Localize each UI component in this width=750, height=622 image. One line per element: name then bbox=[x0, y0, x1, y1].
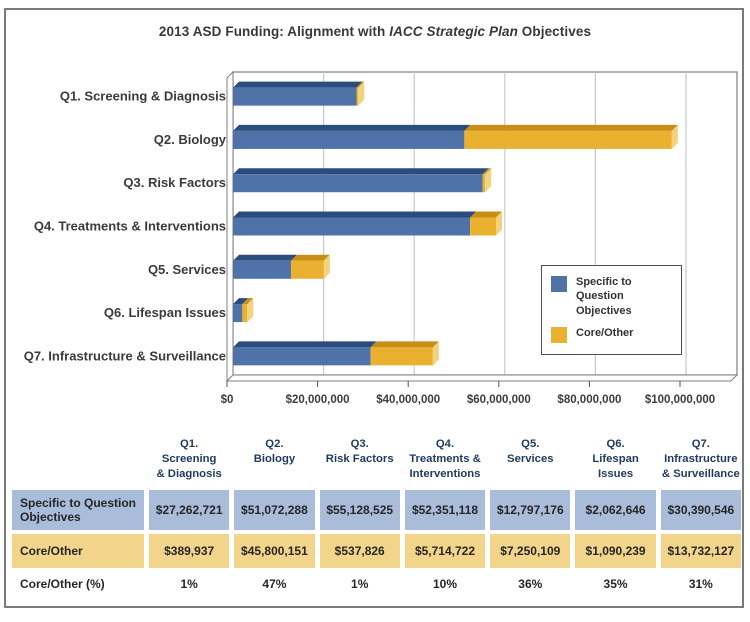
bar-segment-specific bbox=[233, 87, 357, 106]
table-cell: 31% bbox=[688, 577, 713, 591]
bar-segment-core bbox=[356, 87, 359, 106]
table-col-header: Q5. Services bbox=[507, 438, 554, 465]
table-row: Core/Other $389,937 $45,800,151 $537,826 $5,… bbox=[12, 534, 741, 568]
title-italic-text: IACC Strategic Plan bbox=[389, 24, 518, 39]
bar-top-core bbox=[470, 211, 503, 218]
category-label: Q3. Risk Factors bbox=[123, 175, 226, 190]
table-row: Specific to Question Objectives $27,262,7… bbox=[12, 490, 741, 530]
table-cell: 47% bbox=[262, 577, 287, 591]
x-tick-label: $80,000,000 bbox=[557, 394, 621, 406]
table-col-header: Q3. Risk Factors bbox=[325, 438, 394, 465]
table-cell: $55,128,525 bbox=[319, 490, 400, 530]
category-label: Q2. Biology bbox=[154, 132, 227, 147]
table-cell: $45,800,151 bbox=[234, 534, 315, 568]
bar-segment-core bbox=[464, 130, 672, 149]
bar-top-specific bbox=[233, 298, 249, 305]
table-cell: $30,390,546 bbox=[660, 490, 741, 530]
category-label: Q7. Infrastructure & Surveillance bbox=[24, 348, 226, 363]
x-tick-label: $60,000,000 bbox=[467, 394, 531, 406]
stacked-bar-chart: $0 $20,000,000 $40,000,000 $60,000,000 $80,0… bbox=[24, 70, 739, 406]
table-cell: 35% bbox=[603, 577, 628, 591]
table-cell: 1% bbox=[351, 577, 369, 591]
table-row-label: Specific to Question Objectives bbox=[12, 490, 144, 530]
table-cell: 10% bbox=[432, 577, 457, 591]
x-tick-label: $100,000,000 bbox=[645, 394, 715, 406]
legend-item: Specific to Question Objectives bbox=[551, 275, 672, 318]
table-cell: 1% bbox=[180, 577, 198, 591]
bar-top-core bbox=[370, 341, 439, 348]
bar-segment-core bbox=[370, 347, 433, 366]
bar-top-core bbox=[242, 298, 254, 305]
bar-segment-specific bbox=[233, 347, 371, 366]
legend-item: Core/Other bbox=[551, 326, 672, 343]
plot-left-wall bbox=[226, 70, 234, 383]
bar-segment-core bbox=[470, 217, 497, 236]
bar-end-cap bbox=[485, 168, 492, 193]
bar-top-specific bbox=[233, 341, 377, 348]
bar-end-cap bbox=[247, 298, 254, 323]
bar-segment-core bbox=[290, 260, 324, 279]
legend-swatch bbox=[551, 276, 567, 292]
table-col-header: Q2. Biology bbox=[253, 438, 296, 465]
x-tick-label: $0 bbox=[221, 394, 234, 406]
table-row: Core/Other (%) 1% 47% 1% 10% 36% 35% 31% bbox=[12, 572, 741, 596]
bar-top-specific bbox=[233, 211, 477, 218]
table-header-row: Q1. Screening & Diagnosis Q2. Biology Q3. … bbox=[12, 437, 741, 487]
legend-label: Core/Other bbox=[576, 326, 634, 339]
bar-segment-specific bbox=[233, 174, 483, 193]
bar-top-core bbox=[290, 254, 330, 261]
bar-segment-specific bbox=[233, 130, 465, 149]
category-label: Q4. Treatments & Interventions bbox=[34, 219, 226, 234]
bar-segment-specific bbox=[233, 304, 243, 323]
table-cell: $537,826 bbox=[319, 534, 400, 568]
title-text: 2013 ASD Funding: Alignment with bbox=[158, 24, 390, 39]
bar-top-core bbox=[482, 168, 492, 175]
table-col-header: Q1. Screening & Diagnosis bbox=[156, 438, 222, 480]
category-label: Q1. Screening & Diagnosis bbox=[60, 89, 226, 104]
table-cell: $7,250,109 bbox=[490, 534, 571, 568]
bar-segment-core bbox=[482, 174, 486, 193]
bar-top-specific bbox=[233, 81, 363, 88]
table-cell: $1,090,239 bbox=[575, 534, 656, 568]
figure-title: 2013 ASD Funding: Alignment with IACC St… bbox=[0, 24, 750, 39]
bar-top-specific bbox=[233, 124, 471, 131]
x-tick-label: $40,000,000 bbox=[376, 394, 440, 406]
table-cell: $5,714,722 bbox=[404, 534, 486, 568]
category-label: Q5. Services bbox=[148, 262, 226, 277]
legend-swatch bbox=[551, 326, 567, 343]
bar-top-core bbox=[464, 124, 678, 131]
bar-end-cap bbox=[323, 254, 330, 279]
bar-top-specific bbox=[233, 168, 489, 175]
table-cell: $51,072,288 bbox=[234, 490, 315, 530]
table-row-label: Core/Other bbox=[12, 534, 144, 568]
bar-end-cap bbox=[671, 124, 678, 149]
table-row-label: Core/Other (%) bbox=[20, 576, 105, 591]
table-cell: $12,797,176 bbox=[490, 490, 571, 530]
table-corner-cell bbox=[12, 437, 144, 487]
bar-end-cap bbox=[496, 211, 503, 236]
plot-floor bbox=[225, 374, 739, 382]
title-suffix-text: Objectives bbox=[517, 24, 592, 39]
x-tick-label: $20,000,000 bbox=[286, 394, 350, 406]
legend-label: Specific to Question Objectives bbox=[576, 276, 632, 317]
bar-top-specific bbox=[233, 254, 297, 261]
category-label: Q6. Lifespan Issues bbox=[104, 305, 226, 320]
bar-end-cap bbox=[358, 81, 365, 106]
bar-segment-core bbox=[242, 304, 248, 323]
table-col-header: Q6. Lifespan Issues bbox=[592, 438, 639, 480]
table-cell: $2,062,646 bbox=[575, 490, 656, 530]
table-cell: $27,262,721 bbox=[149, 490, 230, 530]
table-cell: $13,732,127 bbox=[660, 534, 741, 568]
table-col-header: Q4. Treatments & Interventions bbox=[409, 438, 481, 480]
funding-table: Q1. Screening & Diagnosis Q2. Biology Q3. … bbox=[12, 437, 741, 600]
bar-top-core bbox=[356, 81, 365, 88]
table-cell: $52,351,118 bbox=[404, 490, 486, 530]
table-col-header: Q7. Infrastructure & Surveillance bbox=[661, 438, 740, 480]
bar-segment-specific bbox=[233, 217, 471, 236]
bar-segment-specific bbox=[233, 260, 291, 279]
chart-legend: Specific to Question Objectives Core/Othe… bbox=[541, 265, 682, 355]
table-cell: 36% bbox=[518, 577, 543, 591]
bar-end-cap bbox=[432, 341, 439, 366]
table-cell: $389,937 bbox=[149, 534, 230, 568]
